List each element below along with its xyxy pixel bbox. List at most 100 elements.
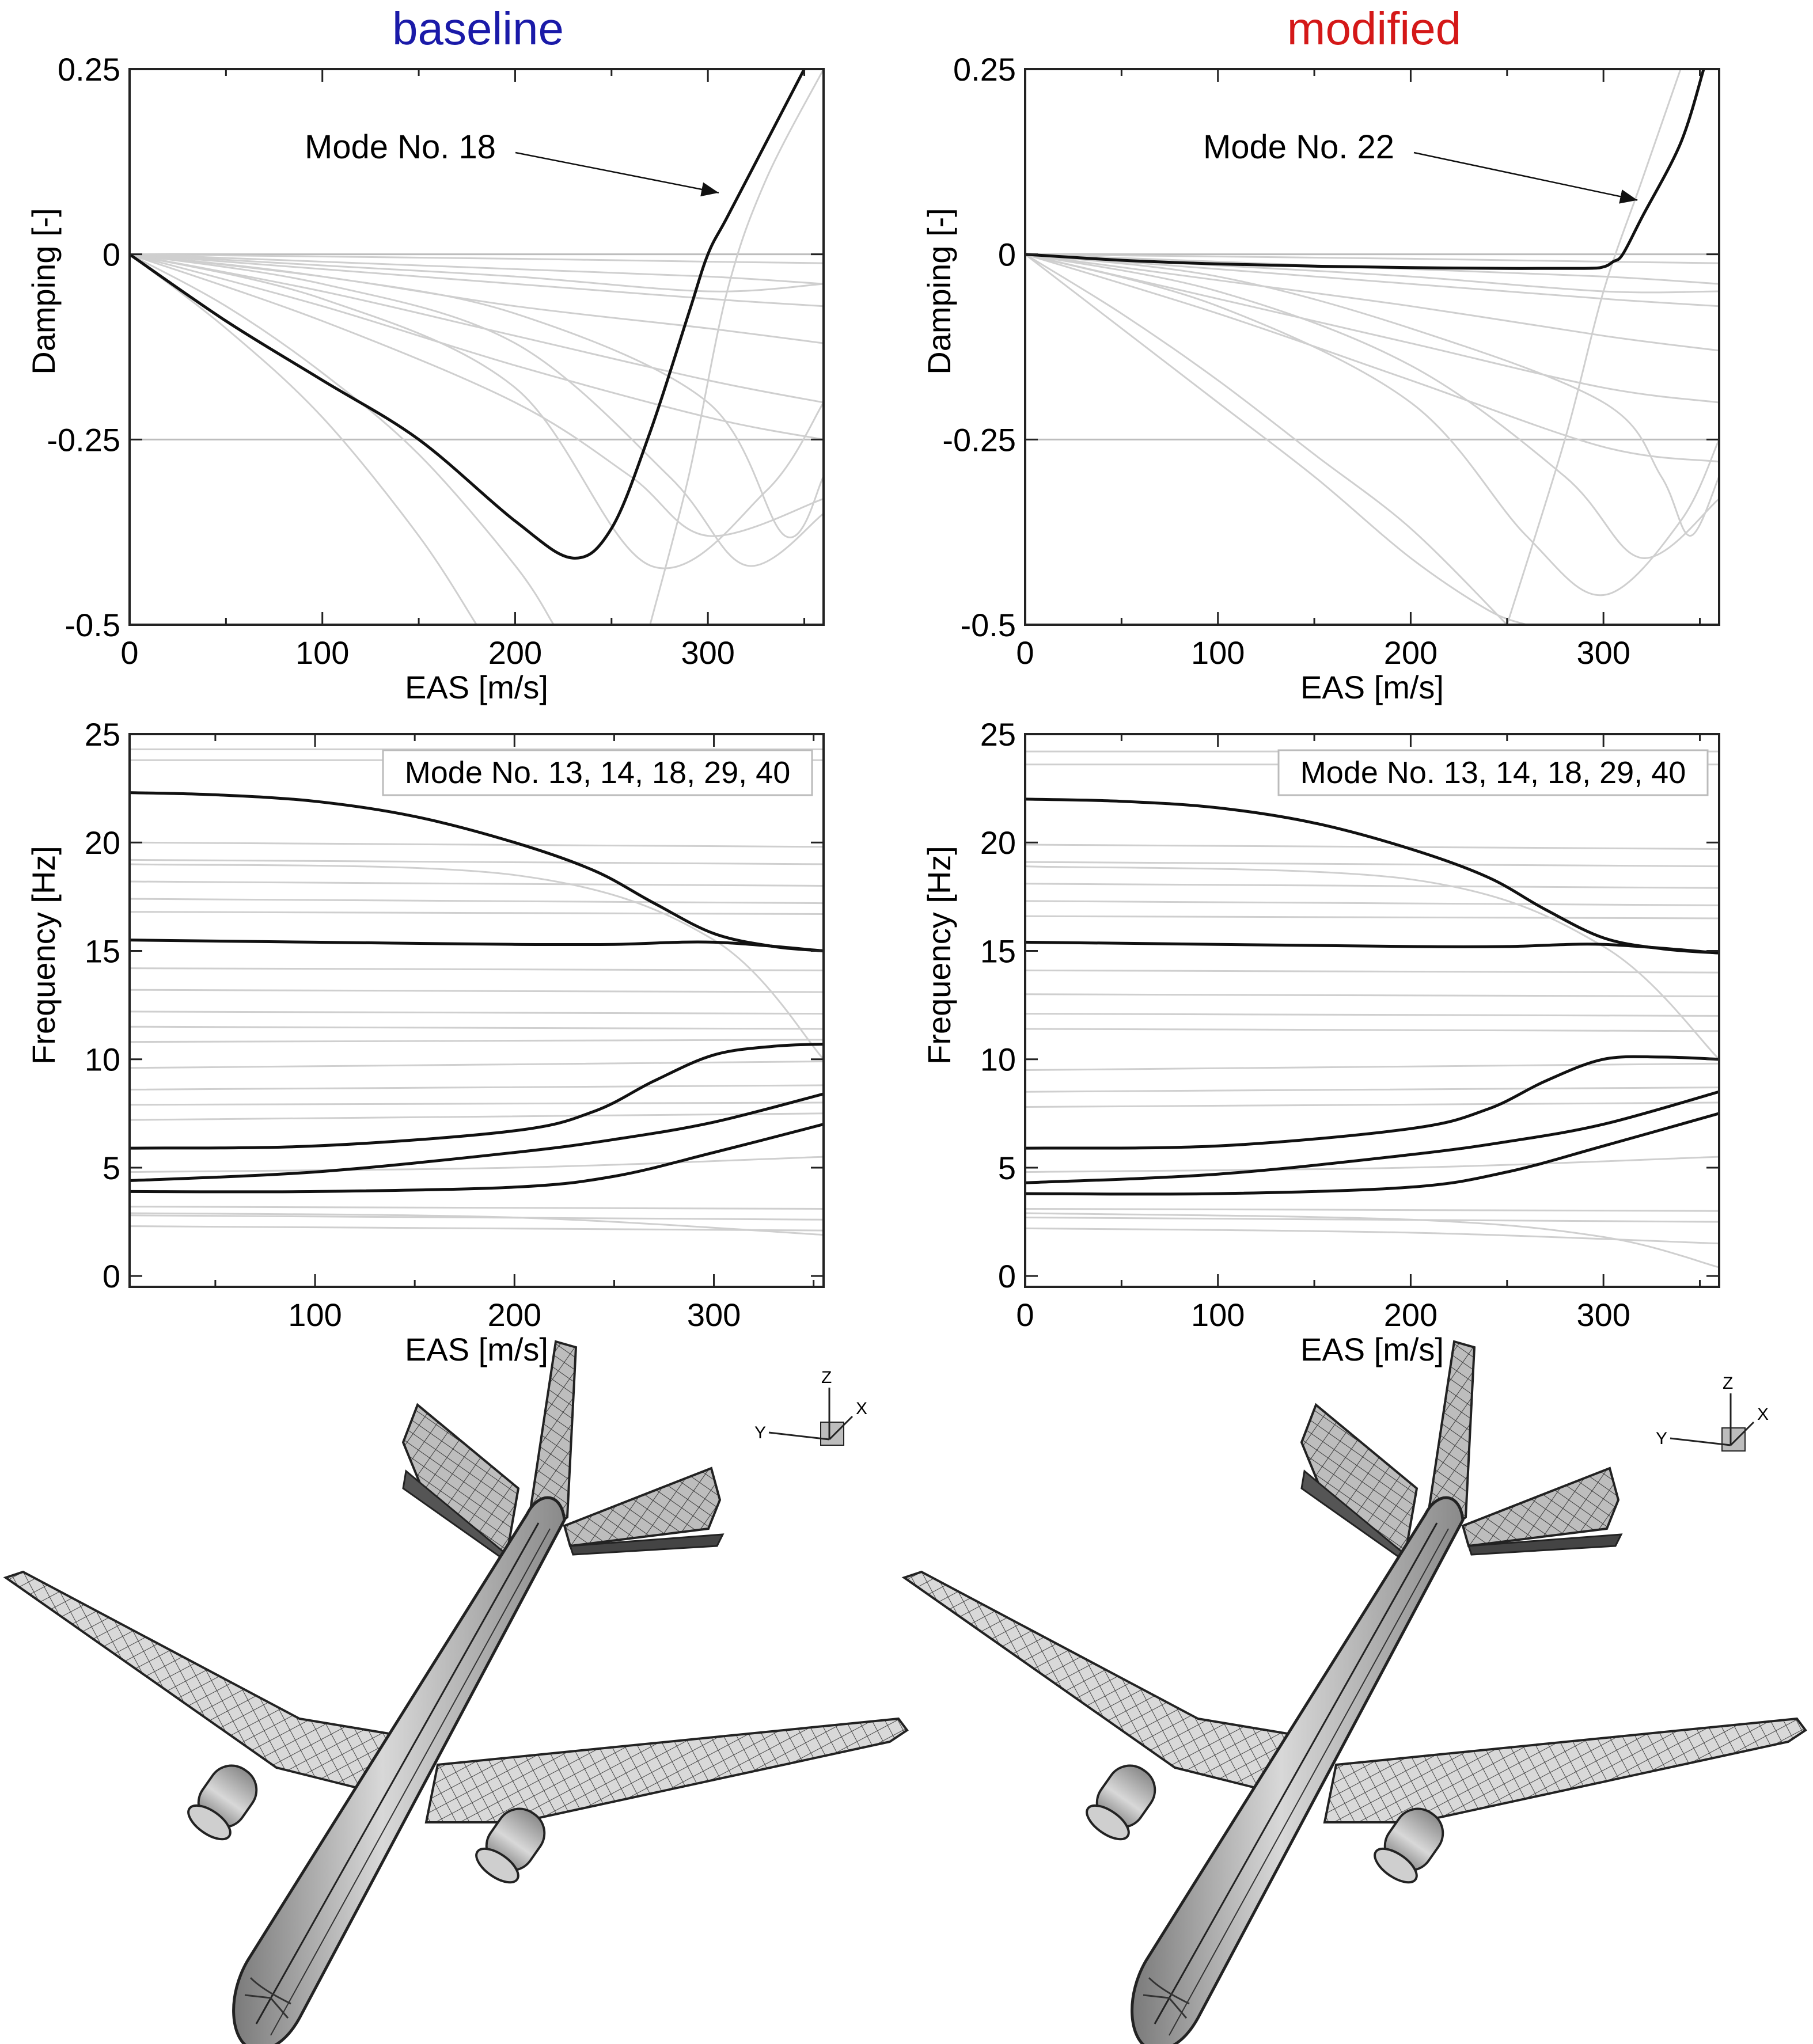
background-mode-line xyxy=(130,880,824,887)
y-tick-label: 0.25 xyxy=(953,51,1016,88)
background-mode-line xyxy=(130,1061,824,1069)
background-mode-line xyxy=(130,967,824,971)
highlighted-mode-line xyxy=(130,1092,824,1182)
background-mode-line xyxy=(130,253,824,538)
background-mode-line xyxy=(1025,253,1719,597)
highlighted-mode-line xyxy=(1025,940,1719,955)
legend-box xyxy=(1277,749,1709,796)
y-tick-label: 5 xyxy=(998,1150,1016,1186)
annotation-arrow xyxy=(1413,151,1638,204)
modified-axis-triad: Z Y X xyxy=(1656,1374,1769,1452)
highlighted-mode-line xyxy=(1025,69,1705,270)
background-mode-line xyxy=(1025,1101,1719,1108)
background-mode-line xyxy=(130,253,824,567)
background-mode-line xyxy=(130,253,824,307)
legend-box xyxy=(382,749,813,796)
highlighted-mode-line xyxy=(1025,1112,1719,1196)
y-tick-label: 0.25 xyxy=(58,51,120,88)
background-mode-line xyxy=(1025,253,1719,463)
background-mode-line xyxy=(1025,915,1719,920)
background-mode-line xyxy=(130,1039,824,1043)
background-mode-line xyxy=(649,69,824,625)
baseline-damping-chart: 0 100 200 300 -0.5 -0.25 0 0.25 EAS [m/s] Damping… xyxy=(25,51,825,705)
background-mode-line xyxy=(1025,253,1527,625)
background-mode-line xyxy=(130,1206,824,1210)
background-mode-line xyxy=(1025,861,1719,868)
background-mode-line xyxy=(1025,1217,1719,1223)
y-axis-label: Damping [-] xyxy=(25,208,62,374)
y-tick-label: 20 xyxy=(85,825,120,861)
triad-z-label: Z xyxy=(821,1368,832,1387)
background-mode-line xyxy=(130,253,477,625)
background-mode-line xyxy=(130,1101,824,1106)
background-mode-line xyxy=(130,253,824,285)
x-tick-label: 300 xyxy=(1576,635,1630,671)
x-tick-label: 200 xyxy=(488,1297,541,1333)
highlighted-mode-line xyxy=(130,939,824,952)
x-tick-label: 300 xyxy=(681,635,734,671)
x-tick-label: 200 xyxy=(488,635,542,671)
background-mode-line xyxy=(130,841,824,848)
triad-y-label: Y xyxy=(754,1423,766,1442)
background-mode-line xyxy=(1025,844,1719,850)
y-axis-label: Frequency [Hz] xyxy=(921,846,957,1065)
y-tick-label: -0.5 xyxy=(961,607,1017,643)
x-axis-label: EAS [m/s] xyxy=(405,1331,548,1367)
highlighted-mode-line xyxy=(130,791,824,952)
background-mode-line xyxy=(1025,1227,1719,1245)
baseline-axis-triad: Z Y X xyxy=(754,1368,867,1446)
triad-y-label: Y xyxy=(1656,1429,1667,1448)
background-mode-line xyxy=(1025,1208,1719,1212)
background-mode-line xyxy=(1025,253,1508,625)
background-mode-line xyxy=(130,253,824,537)
background-mode-line xyxy=(1025,1156,1719,1173)
background-mode-line xyxy=(1025,253,1719,404)
background-mode-line xyxy=(1025,1028,1719,1032)
background-mode-line xyxy=(130,1212,824,1236)
background-mode-line xyxy=(1025,883,1719,889)
background-mode-line xyxy=(130,1025,824,1030)
legend-text: Mode No. 13, 14, 18, 29, 40 xyxy=(405,755,790,790)
baseline-aircraft-render xyxy=(6,1342,907,2044)
background-mode-line xyxy=(1025,993,1719,997)
background-mode-line xyxy=(130,253,824,569)
x-tick-label: 0 xyxy=(1016,635,1034,671)
background-mode-line xyxy=(1025,969,1719,974)
background-mode-line xyxy=(1025,253,1719,559)
highlighted-mode-line xyxy=(1025,797,1719,955)
x-axis-label: EAS [m/s] xyxy=(1300,1331,1444,1367)
background-mode-line xyxy=(130,253,824,404)
y-tick-label: 0 xyxy=(103,237,120,273)
legend-text: Mode No. 13, 14, 18, 29, 40 xyxy=(1300,755,1686,790)
x-tick-label: 200 xyxy=(1384,1297,1437,1333)
background-mode-line xyxy=(130,253,824,292)
mode-annotation: Mode No. 22 xyxy=(1203,128,1394,166)
background-mode-line xyxy=(1025,253,1719,352)
plot-frame xyxy=(1024,68,1720,626)
x-tick-label: 0 xyxy=(120,635,138,671)
background-mode-line xyxy=(130,1112,824,1121)
highlighted-mode-line xyxy=(130,69,806,560)
y-tick-label: 25 xyxy=(980,716,1016,753)
background-mode-line xyxy=(1025,253,1719,307)
background-mode-line xyxy=(130,898,824,905)
background-mode-line xyxy=(1025,1212,1719,1268)
y-tick-label: 20 xyxy=(980,825,1016,861)
plot-frame xyxy=(128,68,825,626)
y-tick-label: 15 xyxy=(85,933,120,969)
y-tick-label: -0.25 xyxy=(47,421,120,458)
plot-frame xyxy=(128,733,825,1288)
x-tick-label: 0 xyxy=(1016,1297,1034,1333)
highlighted-mode-line xyxy=(1025,1090,1719,1184)
x-tick-label: 200 xyxy=(1384,635,1437,671)
background-mode-line xyxy=(130,1084,824,1091)
mode-annotation: Mode No. 18 xyxy=(305,128,496,166)
modified-damping-chart: 0 100 200 300 -0.5 -0.25 0 0.25 EAS [m/s] Damping… xyxy=(921,51,1720,705)
y-tick-label: 15 xyxy=(980,933,1016,969)
y-tick-label: 25 xyxy=(85,716,120,753)
background-mode-line xyxy=(130,863,824,1060)
triad-z-label: Z xyxy=(1723,1374,1733,1393)
background-mode-line xyxy=(130,1214,824,1221)
y-tick-label: 10 xyxy=(85,1042,120,1078)
